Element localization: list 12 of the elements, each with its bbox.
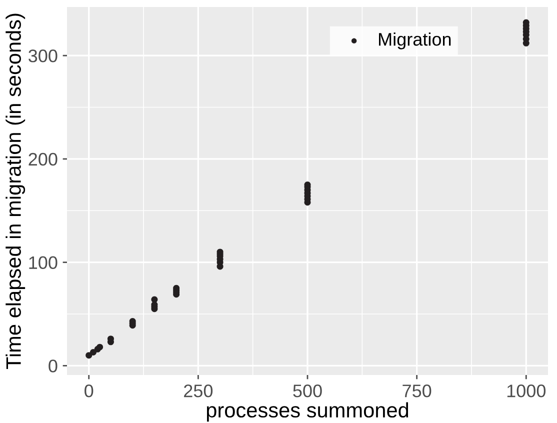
legend-label: Migration	[379, 32, 451, 50]
y-tick-label: 0	[48, 360, 58, 372]
y-tick-label: 100	[29, 256, 58, 270]
x-tick-label: 750	[402, 384, 432, 398]
x-tick-label: 1000	[507, 384, 546, 398]
y-tick-label: 200	[28, 152, 58, 166]
y-axis-title: Time elapsed in migration (in seconds)	[6, 14, 26, 370]
y-tick-label: 300	[28, 50, 58, 62]
x-tick-label: 0	[84, 384, 94, 398]
x-tick-label: 500	[293, 384, 322, 398]
x-tick-label: 250	[184, 384, 213, 398]
x-axis-title: processes summoned	[206, 402, 408, 422]
